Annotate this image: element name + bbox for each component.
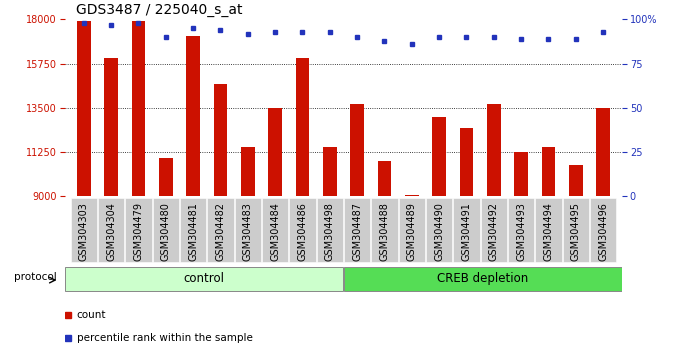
FancyBboxPatch shape xyxy=(535,198,562,262)
FancyBboxPatch shape xyxy=(262,198,288,262)
FancyBboxPatch shape xyxy=(481,198,507,262)
Text: GDS3487 / 225040_s_at: GDS3487 / 225040_s_at xyxy=(75,3,242,17)
Text: CREB depletion: CREB depletion xyxy=(437,272,528,285)
FancyBboxPatch shape xyxy=(235,198,261,262)
Bar xyxy=(214,84,227,196)
FancyBboxPatch shape xyxy=(562,198,589,262)
Bar xyxy=(596,108,610,196)
Bar xyxy=(323,147,337,196)
Text: GSM304491: GSM304491 xyxy=(462,202,471,261)
Text: GSM304498: GSM304498 xyxy=(325,202,335,261)
Text: GSM304482: GSM304482 xyxy=(216,202,225,261)
FancyBboxPatch shape xyxy=(317,198,343,262)
FancyBboxPatch shape xyxy=(590,198,616,262)
Text: GSM304304: GSM304304 xyxy=(106,202,116,261)
Bar xyxy=(77,21,90,196)
Bar xyxy=(541,147,556,196)
Text: GSM304489: GSM304489 xyxy=(407,202,417,261)
Text: GSM304490: GSM304490 xyxy=(434,202,444,261)
Text: GSM304495: GSM304495 xyxy=(571,202,581,261)
Text: GSM304303: GSM304303 xyxy=(79,202,88,261)
FancyBboxPatch shape xyxy=(289,198,316,262)
FancyBboxPatch shape xyxy=(180,198,206,262)
Text: GSM304487: GSM304487 xyxy=(352,202,362,261)
Text: GSM304484: GSM304484 xyxy=(270,202,280,261)
Text: GSM304481: GSM304481 xyxy=(188,202,198,261)
FancyBboxPatch shape xyxy=(398,198,425,262)
FancyBboxPatch shape xyxy=(371,198,398,262)
Text: GSM304483: GSM304483 xyxy=(243,202,253,261)
FancyBboxPatch shape xyxy=(344,267,622,291)
Bar xyxy=(432,117,446,196)
Bar xyxy=(104,58,118,196)
FancyBboxPatch shape xyxy=(125,198,152,262)
FancyBboxPatch shape xyxy=(152,198,179,262)
Text: GSM304488: GSM304488 xyxy=(379,202,390,261)
Bar xyxy=(296,58,309,196)
Text: control: control xyxy=(184,272,224,285)
Bar xyxy=(569,165,583,196)
Bar xyxy=(241,147,254,196)
Text: count: count xyxy=(77,310,106,320)
Text: GSM304496: GSM304496 xyxy=(598,202,608,261)
FancyBboxPatch shape xyxy=(207,198,233,262)
FancyBboxPatch shape xyxy=(454,198,479,262)
Text: GSM304480: GSM304480 xyxy=(160,202,171,261)
Bar xyxy=(268,108,282,196)
Text: percentile rank within the sample: percentile rank within the sample xyxy=(77,333,253,343)
FancyBboxPatch shape xyxy=(426,198,452,262)
FancyBboxPatch shape xyxy=(344,198,370,262)
Text: protocol: protocol xyxy=(14,273,57,282)
FancyBboxPatch shape xyxy=(65,267,343,291)
Bar xyxy=(131,22,146,196)
Text: GSM304479: GSM304479 xyxy=(133,202,143,261)
Bar xyxy=(405,194,419,196)
Text: GSM304494: GSM304494 xyxy=(543,202,554,261)
Text: GSM304493: GSM304493 xyxy=(516,202,526,261)
Bar xyxy=(350,104,364,196)
Bar xyxy=(159,158,173,196)
Bar xyxy=(460,128,473,196)
FancyBboxPatch shape xyxy=(98,198,124,262)
FancyBboxPatch shape xyxy=(71,198,97,262)
Text: GSM304486: GSM304486 xyxy=(297,202,307,261)
Bar xyxy=(487,104,500,196)
Bar xyxy=(514,152,528,196)
Bar xyxy=(377,161,391,196)
FancyBboxPatch shape xyxy=(508,198,534,262)
Text: GSM304492: GSM304492 xyxy=(489,202,498,261)
Bar xyxy=(186,36,200,196)
